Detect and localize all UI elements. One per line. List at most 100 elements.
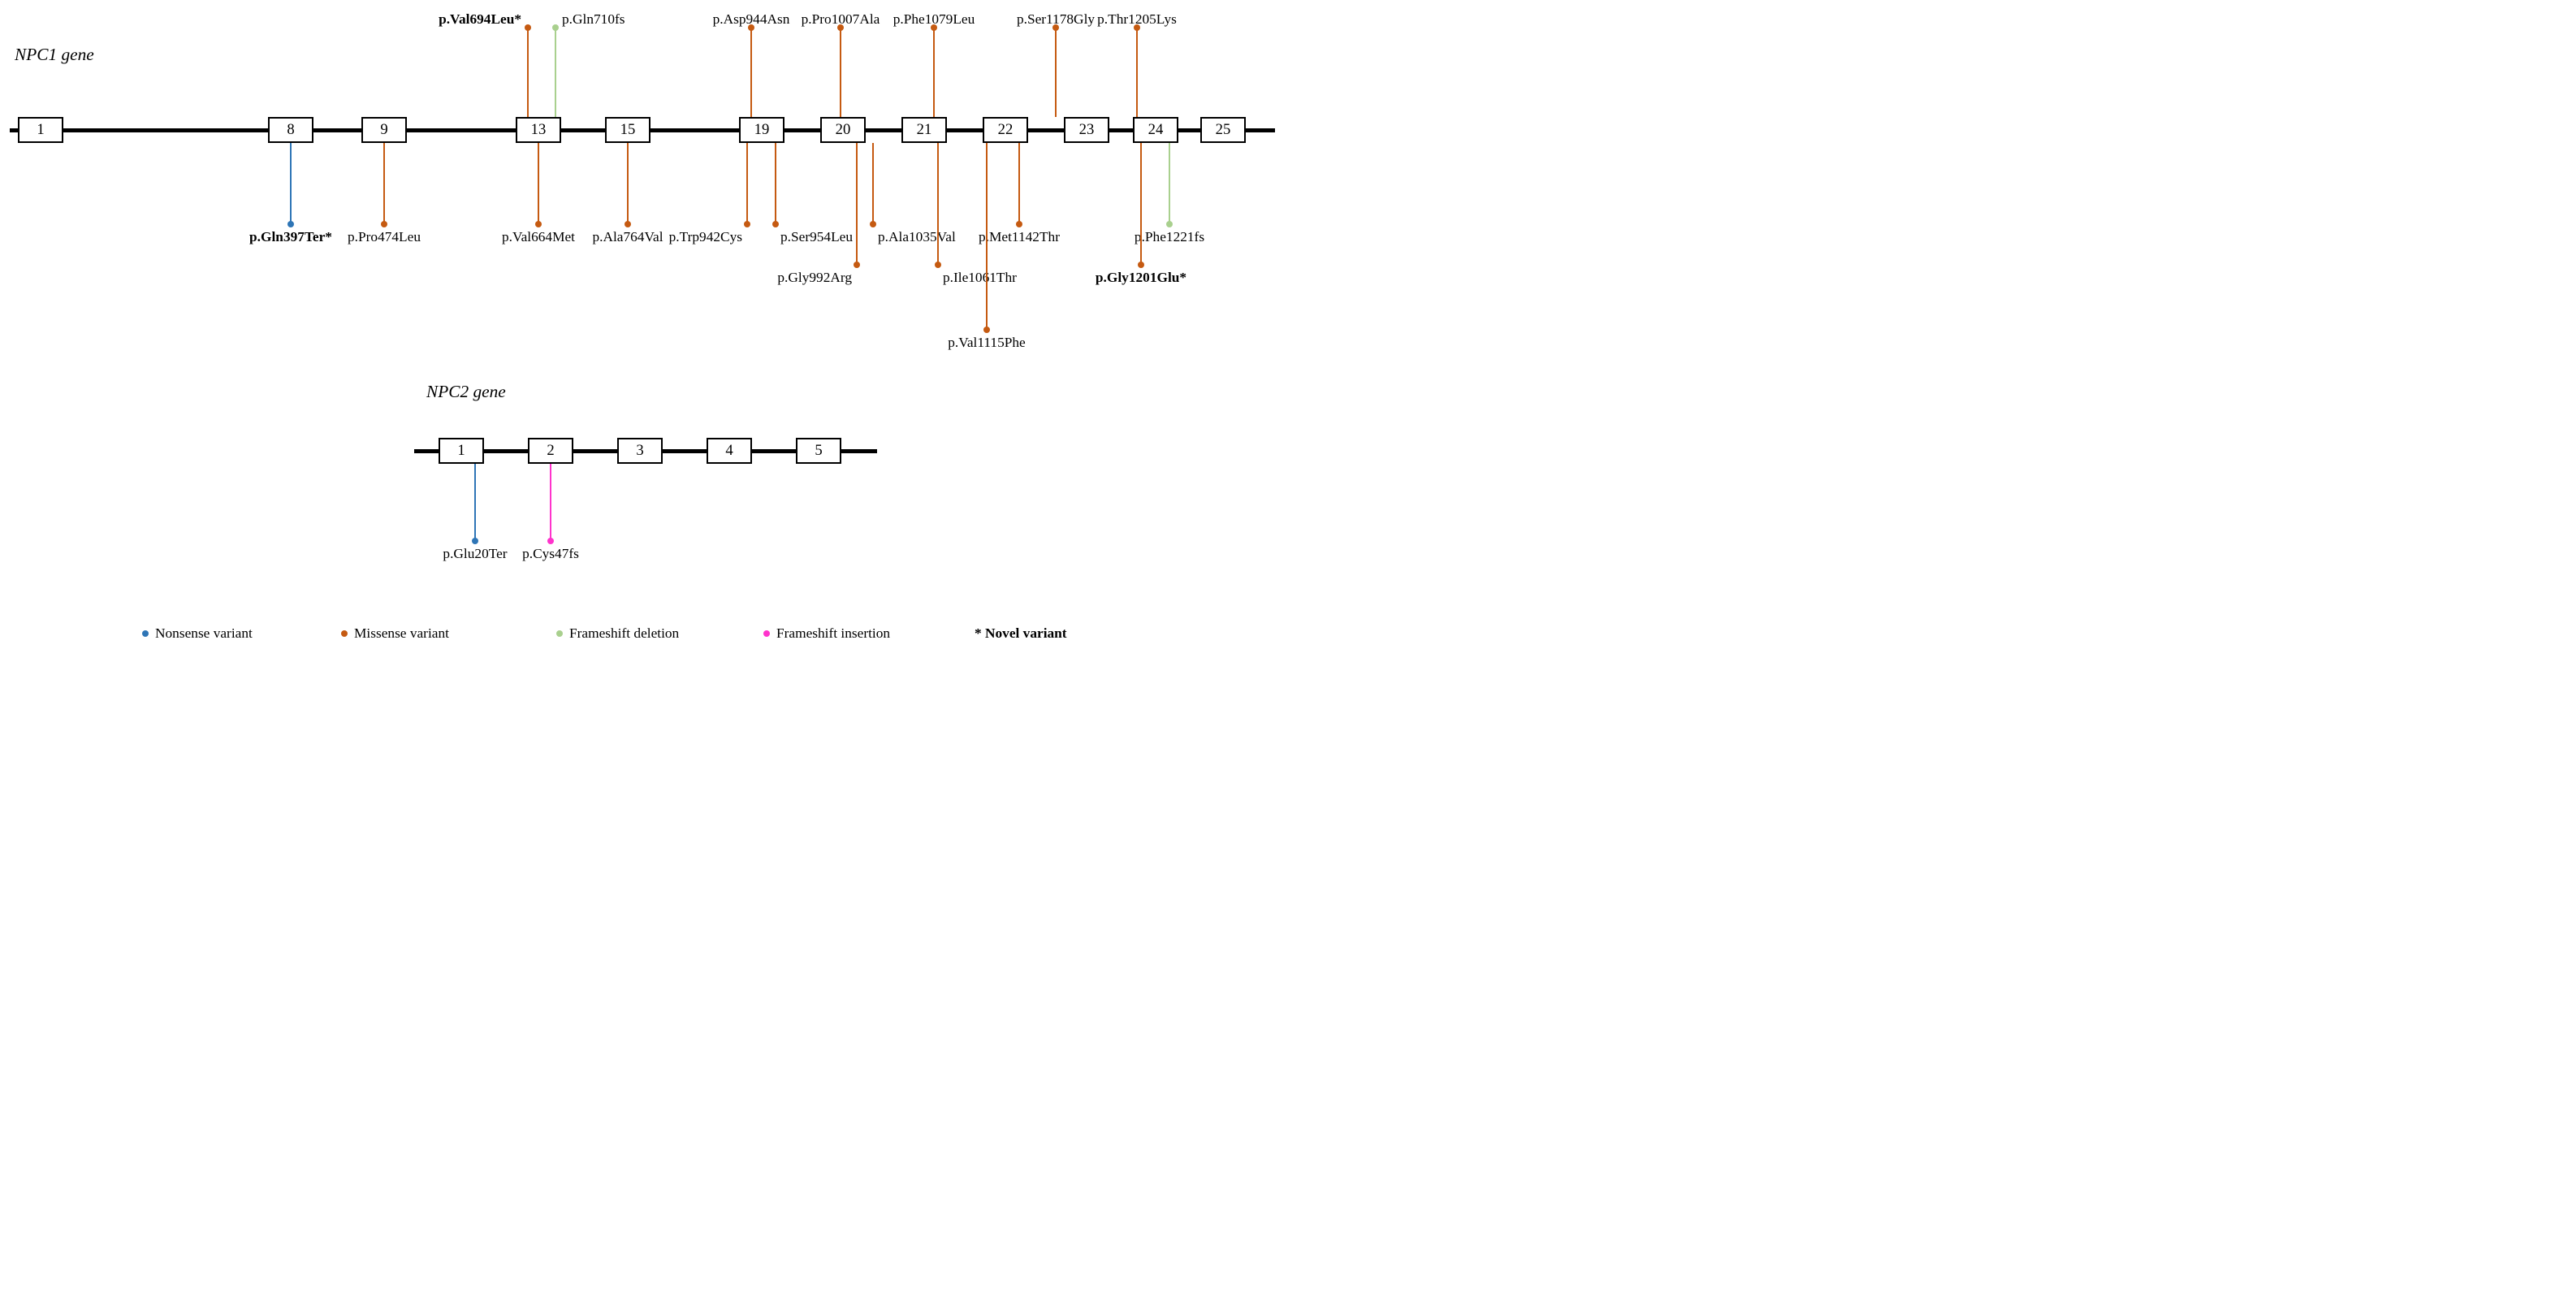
exon-label: 23 xyxy=(1079,121,1095,139)
exon-label: 1 xyxy=(37,121,44,139)
legend-novel-label: * Novel variant xyxy=(975,625,1067,642)
variant-stem xyxy=(1140,143,1142,265)
variant-stem xyxy=(1136,28,1138,117)
variant-stem xyxy=(383,143,385,224)
legend-novel-note: * Novel variant xyxy=(975,625,1067,642)
exon-label: 24 xyxy=(1148,121,1164,139)
variant-stem xyxy=(1055,28,1057,117)
exon-label: 1 xyxy=(457,442,465,460)
exon-label: 19 xyxy=(754,121,770,139)
variant-dot xyxy=(472,538,478,544)
variant-dot xyxy=(1052,24,1059,31)
gene-title: NPC1 gene xyxy=(15,45,94,65)
variant-stem xyxy=(627,143,629,224)
variant-stem xyxy=(986,143,988,330)
legend-dot xyxy=(341,630,348,637)
exon-box: 4 xyxy=(707,438,752,464)
variant-label: p.Gly1201Glu* xyxy=(1096,270,1186,286)
variant-label: p.Ser954Leu xyxy=(780,229,853,245)
variant-stem xyxy=(290,143,292,224)
exon-label: 15 xyxy=(620,121,636,139)
exon-label: 9 xyxy=(380,121,387,139)
exon-box: 9 xyxy=(361,117,407,143)
variant-label: p.Trp942Cys xyxy=(669,229,742,245)
variant-label: p.Ile1061Thr xyxy=(943,270,1017,286)
variant-dot xyxy=(870,221,876,227)
exon-label: 5 xyxy=(815,442,822,460)
variant-stem xyxy=(933,28,935,117)
exon-box: 1 xyxy=(18,117,63,143)
variant-label: p.Ala764Val xyxy=(592,229,663,245)
exon-box: 8 xyxy=(268,117,313,143)
variant-dot xyxy=(935,262,941,268)
variant-dot xyxy=(1166,221,1173,227)
exon-box: 3 xyxy=(617,438,663,464)
variant-stem xyxy=(527,28,529,117)
exon-label: 25 xyxy=(1216,121,1231,139)
variant-label: p.Pro474Leu xyxy=(348,229,421,245)
variant-dot xyxy=(983,327,990,333)
variant-dot xyxy=(854,262,860,268)
variant-dot xyxy=(625,221,631,227)
variant-label: p.Phe1221fs xyxy=(1135,229,1204,245)
gene-variant-diagram: NPC1 gene189131519202122232425p.Val694Le… xyxy=(0,0,1288,649)
variant-stem xyxy=(872,143,874,224)
exon-box: 21 xyxy=(901,117,947,143)
legend-label: Frameshift deletion xyxy=(569,625,679,642)
variant-label: p.Val664Met xyxy=(502,229,575,245)
exon-box: 5 xyxy=(796,438,841,464)
variant-dot xyxy=(552,24,559,31)
variant-label: p.Gln397Ter* xyxy=(249,229,332,245)
variant-label: p.Met1142Thr xyxy=(979,229,1060,245)
variant-stem xyxy=(856,143,858,265)
legend-dot xyxy=(142,630,149,637)
exon-label: 21 xyxy=(917,121,932,139)
exon-box: 20 xyxy=(820,117,866,143)
exon-label: 13 xyxy=(531,121,547,139)
variant-dot xyxy=(931,24,937,31)
variant-stem xyxy=(550,464,551,541)
variant-dot xyxy=(535,221,542,227)
exon-box: 24 xyxy=(1133,117,1178,143)
variant-stem xyxy=(555,28,556,117)
legend-label: Nonsense variant xyxy=(155,625,253,642)
exon-box: 13 xyxy=(516,117,561,143)
variant-stem xyxy=(775,143,776,224)
exon-box: 1 xyxy=(439,438,484,464)
variant-stem xyxy=(538,143,539,224)
exon-label: 4 xyxy=(725,442,733,460)
variant-dot xyxy=(1134,24,1140,31)
variant-dot xyxy=(381,221,387,227)
variant-stem xyxy=(1018,143,1020,224)
variant-stem xyxy=(474,464,476,541)
variant-dot xyxy=(1016,221,1022,227)
variant-label: p.Val1115Phe xyxy=(948,335,1025,351)
variant-stem xyxy=(840,28,841,117)
variant-dot xyxy=(744,221,750,227)
exon-label: 22 xyxy=(998,121,1014,139)
exon-label: 3 xyxy=(636,442,643,460)
legend-dot xyxy=(763,630,770,637)
exon-box: 22 xyxy=(983,117,1028,143)
exon-label: 8 xyxy=(287,121,294,139)
variant-label: p.Gly992Arg xyxy=(777,270,852,286)
variant-label: p.Ala1035Val xyxy=(878,229,956,245)
variant-dot xyxy=(772,221,779,227)
legend-label: Missense variant xyxy=(354,625,449,642)
variant-dot xyxy=(287,221,294,227)
legend-dot xyxy=(556,630,563,637)
legend-label: Frameshift insertion xyxy=(776,625,890,642)
exon-box: 2 xyxy=(528,438,573,464)
variant-stem xyxy=(1169,143,1170,224)
variant-dot xyxy=(525,24,531,31)
variant-label: p.Cys47fs xyxy=(522,546,579,562)
legend-item: Frameshift deletion xyxy=(556,625,679,642)
legend-item: Nonsense variant xyxy=(142,625,253,642)
variant-stem xyxy=(746,143,748,224)
exon-box: 25 xyxy=(1200,117,1246,143)
legend-item: Frameshift insertion xyxy=(763,625,890,642)
exon-label: 20 xyxy=(836,121,851,139)
exon-box: 15 xyxy=(605,117,650,143)
exon-box: 19 xyxy=(739,117,784,143)
variant-dot xyxy=(748,24,754,31)
